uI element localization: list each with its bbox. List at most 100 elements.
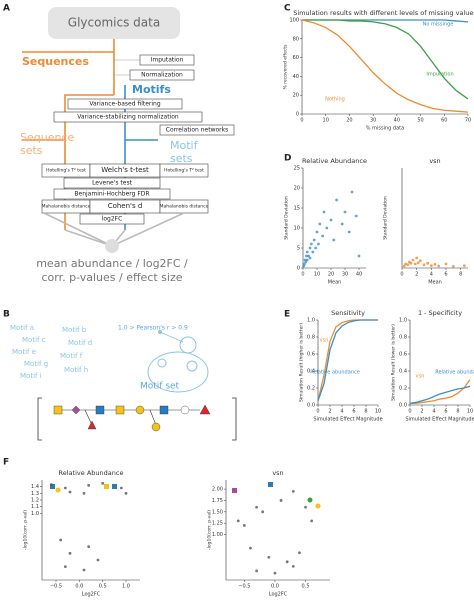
x-tick-label: 8 [456, 409, 459, 415]
point [347, 230, 351, 234]
sets-label: Sequence [20, 131, 74, 144]
motif-label: Motif f [60, 352, 83, 360]
chart-title: Relative Abundance [302, 157, 367, 165]
glycan-unit [159, 405, 169, 415]
point [305, 254, 308, 258]
panel-label: D [284, 154, 291, 164]
point [305, 250, 309, 254]
x-axis-label: Mean [428, 280, 442, 286]
node [179, 336, 197, 354]
step-label: Correlation networks [166, 127, 228, 134]
x-tick-label: 0 [301, 272, 304, 278]
point [304, 505, 307, 509]
chart-title: vsn [429, 157, 440, 165]
point [413, 262, 417, 266]
x-tick-label: 2 [415, 272, 418, 278]
point [273, 571, 277, 575]
y-axis-label: Simulation Result (lower is better) [391, 324, 397, 401]
motif-label: Motif i [20, 372, 42, 380]
y-tick-label: 100 [289, 18, 299, 24]
series-line [301, 19, 469, 113]
step-box [129, 69, 195, 81]
series-line [317, 319, 378, 401]
x-tick-label: 20 [346, 118, 352, 124]
x-tick-label: 0.0 [271, 584, 279, 590]
point [429, 264, 433, 267]
point [315, 230, 319, 234]
node [157, 358, 167, 368]
y-tick-label: 1.3 [31, 491, 39, 497]
point [96, 558, 100, 562]
motif-set-label: Motif set [140, 382, 180, 392]
point [426, 261, 430, 265]
step-label: Mahalanobis distance [42, 204, 91, 210]
node [158, 330, 162, 334]
series-line [410, 379, 471, 404]
source-label: Glycomics data [68, 16, 160, 30]
x-tick-label: 10 [467, 409, 473, 415]
y-axis-label: -log10(corr. p-val) [207, 510, 213, 550]
x-axis-label: Simulated Effect Magnitude [313, 417, 382, 423]
y-tick-label: 0 [296, 112, 299, 118]
step-box [67, 98, 183, 110]
series-label: vsn [320, 338, 329, 344]
step-label: Imputation [151, 57, 184, 64]
point [311, 250, 315, 254]
panel-label: F [3, 458, 9, 468]
point [350, 190, 354, 194]
point [101, 481, 105, 485]
glycan-unit [307, 497, 313, 503]
point [124, 491, 128, 495]
y-tick-label: 5 [297, 246, 300, 252]
source-box [48, 7, 180, 39]
x-tick-label: 8 [459, 272, 462, 278]
point [87, 483, 91, 487]
step-label: log2FC [102, 216, 123, 223]
step-label: Welch's t-test [101, 166, 149, 174]
x-tick-label: 40 [356, 272, 362, 278]
y-tick-label: 1.75 [212, 498, 223, 504]
glycan-annotations [50, 482, 321, 509]
y-tick-label: 1.2 [31, 498, 39, 504]
sets-label: sets [20, 144, 43, 157]
chart-title: Relative Abundance [59, 469, 124, 477]
step-box [139, 54, 195, 66]
glycan-bond [58, 409, 200, 426]
series-label: Relative abundance [310, 370, 360, 376]
point [305, 258, 309, 262]
point [321, 234, 324, 238]
x-tick-label: 10 [314, 272, 320, 278]
glycan-unit [268, 482, 273, 487]
series-label: Relative abundance [435, 370, 474, 376]
point [317, 242, 320, 246]
node [186, 360, 198, 372]
step-label: Cohen's d [108, 202, 143, 210]
x-tick-label: 4 [340, 409, 343, 415]
point [404, 262, 408, 266]
motif-label: Motif d [68, 339, 92, 347]
sets-label: sets [170, 152, 193, 165]
glycan-unit [112, 484, 117, 489]
point [291, 489, 295, 493]
x-tick-label: 4 [430, 272, 433, 278]
point [49, 483, 53, 487]
x-tick-label: 50 [417, 118, 423, 124]
y-tick-label: 0.8 [307, 335, 315, 341]
point [68, 551, 72, 555]
x-tick-label: 10 [323, 118, 329, 124]
point [59, 538, 63, 542]
y-tick-label: 0.0 [307, 403, 315, 409]
output-label: mean abundance / log2FC / [36, 257, 188, 270]
y-axis-label: % recovered effects [283, 44, 289, 90]
x-tick-label: 1.0 [122, 584, 130, 590]
sets-label: Motif [170, 139, 199, 152]
y-tick-label: 0.6 [399, 352, 407, 358]
point [308, 256, 312, 260]
motif-label: Motif h [64, 366, 88, 374]
x-tick-label: −0.5 [238, 584, 250, 590]
point [63, 565, 67, 569]
y-tick-label: 0.8 [399, 335, 407, 341]
y-tick-label: 0.4 [307, 369, 315, 375]
panel-label: C [284, 4, 291, 14]
motif-label: Motif e [12, 348, 36, 356]
